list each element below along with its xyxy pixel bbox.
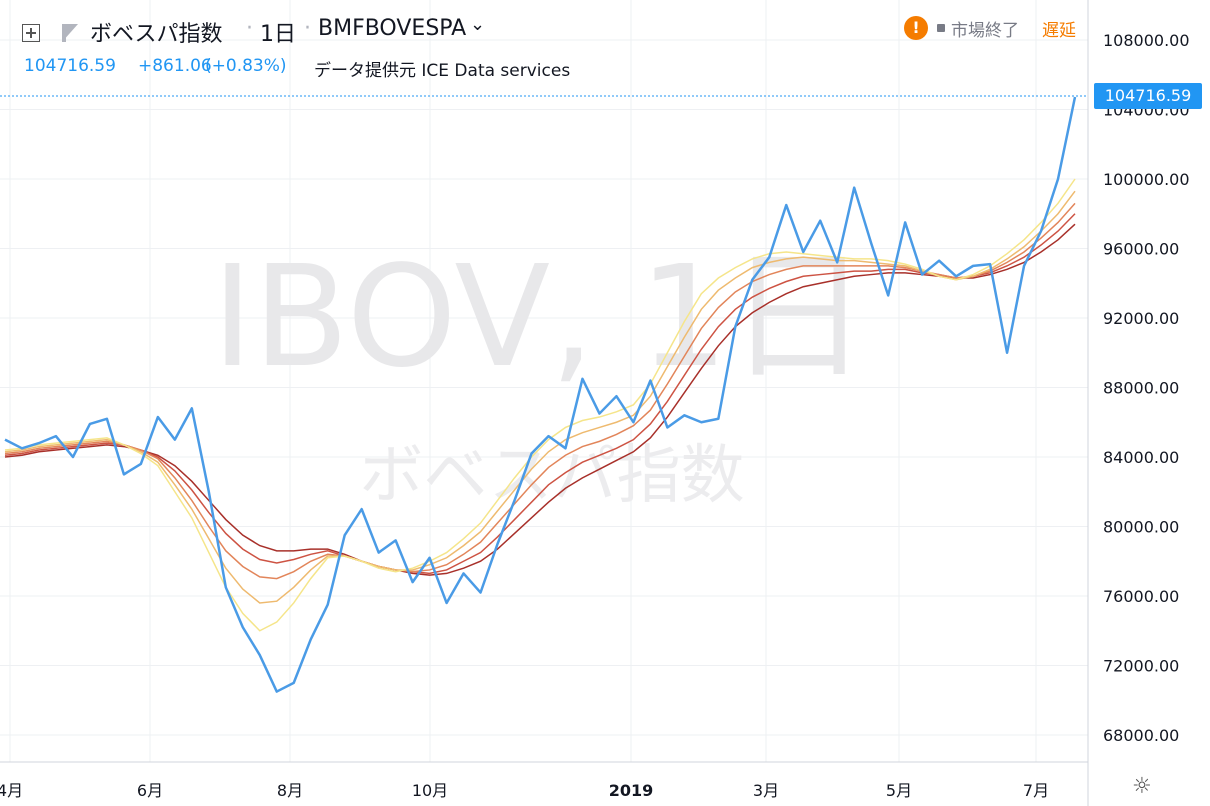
interval-label[interactable]: 1日 — [260, 22, 296, 47]
x-tick-label: 4月 — [0, 781, 23, 800]
last-price-badge: 104716.59 — [1094, 83, 1202, 109]
change-value: +861.06 — [138, 56, 212, 76]
y-tick-label: 80000.00 — [1103, 518, 1179, 537]
y-tick-label: 76000.00 — [1103, 587, 1179, 606]
chevron-down-icon[interactable]: ⌄ — [470, 14, 486, 35]
x-tick-label: 3月 — [753, 781, 779, 800]
x-tick-label: 10月 — [412, 781, 448, 800]
settings-icon[interactable]: ☼ — [1132, 774, 1152, 799]
ticker-label[interactable]: BMFBOVESPA — [318, 16, 467, 41]
delay-badge[interactable]: 遅延 — [1042, 21, 1076, 41]
y-tick-label: 96000.00 — [1103, 240, 1179, 259]
price-axis[interactable]: 68000.00 72000.00 76000.00 80000.00 84000.00… — [1103, 31, 1190, 745]
ema-line — [4, 213, 1076, 575]
separator-dot: · — [246, 16, 253, 41]
flag-icon[interactable] — [62, 24, 78, 42]
market-status: 市場終了 — [951, 21, 1019, 41]
y-tick-label: 92000.00 — [1103, 309, 1179, 328]
y-tick-label: 88000.00 — [1103, 379, 1179, 398]
x-tick-label: 7月 — [1023, 781, 1049, 800]
x-tick-label: 6月 — [137, 781, 163, 800]
y-tick-label: 108000.00 — [1103, 31, 1190, 50]
ema-line — [4, 223, 1076, 576]
x-tick-label: 8月 — [277, 781, 303, 800]
add-compare-icon[interactable] — [22, 24, 40, 42]
change-percent: (+0.83%) — [205, 56, 287, 76]
separator-dot: · — [304, 16, 311, 41]
price-series — [4, 96, 1077, 693]
watermark-title: IBOV, 1日 — [212, 236, 868, 399]
watermark-subtitle: ボベスパ指数 — [359, 439, 744, 513]
y-tick-label: 84000.00 — [1103, 448, 1179, 467]
y-tick-label: 100000.00 — [1103, 170, 1190, 189]
symbol-name[interactable]: ボベスパ指数 — [90, 22, 223, 47]
data-source: データ提供元 ICE Data services — [314, 61, 571, 81]
time-axis[interactable]: 4月 6月 8月 10月 2019 3月 5月 7月 — [0, 781, 1049, 800]
ema-line — [4, 202, 1076, 580]
x-tick-label: 2019 — [609, 781, 654, 800]
market-status-dot — [937, 24, 945, 32]
last-value: 104716.59 — [24, 56, 116, 76]
price-line — [4, 96, 1077, 693]
y-tick-label: 68000.00 — [1103, 726, 1179, 745]
warning-icon[interactable]: ! — [904, 16, 928, 40]
x-tick-label: 5月 — [886, 781, 912, 800]
y-tick-label: 72000.00 — [1103, 657, 1179, 676]
ema-line — [4, 190, 1076, 604]
